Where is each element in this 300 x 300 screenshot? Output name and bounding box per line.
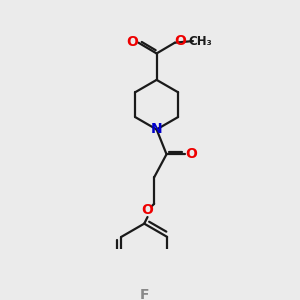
Text: O: O <box>185 147 197 161</box>
Text: CH₃: CH₃ <box>188 34 212 47</box>
Text: N: N <box>151 122 162 136</box>
Text: O: O <box>174 34 186 48</box>
Text: O: O <box>126 35 138 49</box>
Text: F: F <box>140 288 149 300</box>
Text: O: O <box>142 203 154 218</box>
